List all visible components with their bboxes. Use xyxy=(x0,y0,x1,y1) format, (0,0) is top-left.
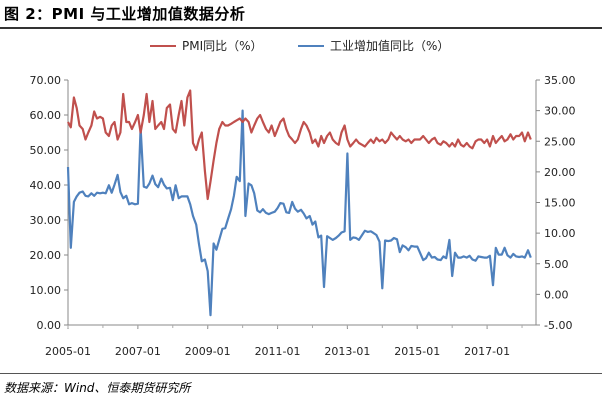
legend-swatch-pmi xyxy=(150,44,176,47)
right-tick-label: 10.00 xyxy=(544,227,576,240)
x-tick-label: 2015-01 xyxy=(394,345,440,358)
right-tick-label: 30.00 xyxy=(544,105,576,118)
right-tick-label: 35.00 xyxy=(544,74,576,87)
x-tick-label: 2013-01 xyxy=(324,345,370,358)
left-tick-label: 70.00 xyxy=(30,74,62,87)
series-line-pmi xyxy=(67,89,532,201)
figure-title: 图 2：PMI 与工业增加值数据分析 xyxy=(4,5,246,23)
x-tick-label: 2007-01 xyxy=(115,345,161,358)
left-tick-label: 30.00 xyxy=(30,214,62,227)
legend-label-industrial: 工业增加值同比（%） xyxy=(330,39,450,53)
left-tick-label: 0.00 xyxy=(37,319,62,332)
right-tick-label: -5.00 xyxy=(544,319,572,332)
left-tick-label: 40.00 xyxy=(30,179,62,192)
legend-item-pmi: PMI同比（%） xyxy=(150,37,263,54)
right-tick-label: 0.00 xyxy=(544,288,569,301)
left-tick-label: 50.00 xyxy=(30,144,62,157)
line-chart: 70.00 60.00 50.00 40.00 30.00 20.00 10.00 0.00 3… xyxy=(30,74,576,358)
x-tick-label: 2011-01 xyxy=(255,345,301,358)
legend-swatch-industrial xyxy=(298,44,324,47)
legend-label-pmi: PMI同比（%） xyxy=(182,39,263,53)
source-note: 数据来源：Wind、恒泰期货研究所 xyxy=(4,381,191,395)
title-rule xyxy=(0,27,602,29)
legend-item-industrial: 工业增加值同比（%） xyxy=(298,37,449,54)
x-tick-label: 2005-01 xyxy=(45,345,91,358)
right-tick-label: 20.00 xyxy=(544,166,576,179)
x-tick-label: 2009-01 xyxy=(185,345,231,358)
series-line-industrial xyxy=(66,109,532,317)
left-tick-label: 20.00 xyxy=(30,249,62,262)
left-tick-label: 60.00 xyxy=(30,109,62,122)
right-tick-label: 25.00 xyxy=(544,135,576,148)
right-tick-label: 15.00 xyxy=(544,197,576,210)
right-tick-label: 5.00 xyxy=(544,258,569,271)
x-tick-label: 2017-01 xyxy=(464,345,510,358)
left-tick-label: 10.00 xyxy=(30,284,62,297)
source-rule xyxy=(0,373,602,374)
chart-legend: PMI同比（%） 工业增加值同比（%） xyxy=(0,37,602,53)
